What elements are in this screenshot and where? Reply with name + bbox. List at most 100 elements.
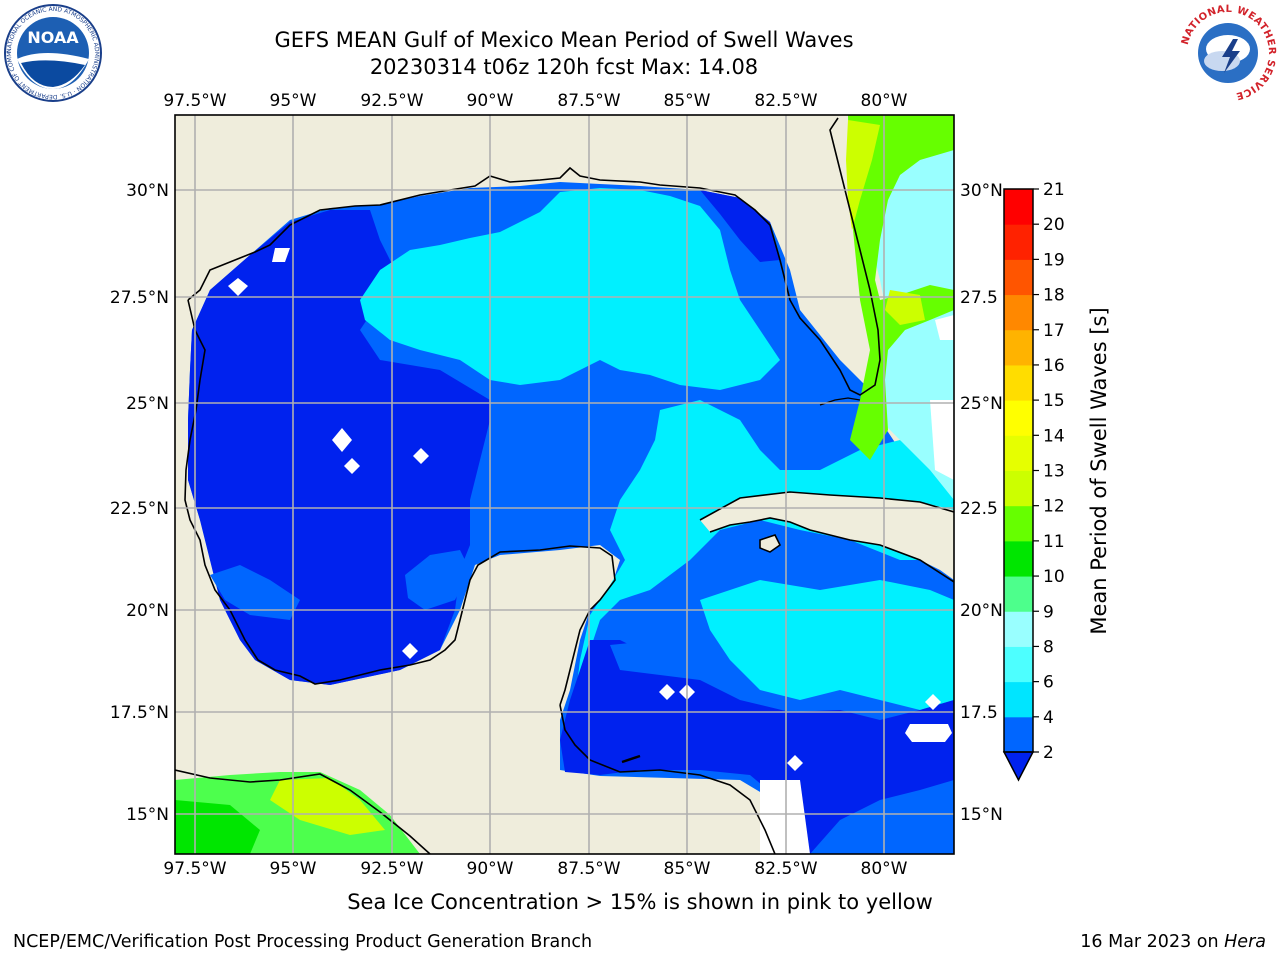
- colorbar-tick-label: 4: [1043, 708, 1054, 728]
- colorbar-bin: [1004, 716, 1033, 753]
- colorbar-tick-label: 2: [1043, 743, 1054, 763]
- cuba-land: [700, 492, 954, 580]
- lon-label-bottom: 87.5°W: [557, 859, 620, 879]
- lat-label-left: 27.5°N: [110, 288, 169, 308]
- colorbar-bin: [1004, 400, 1033, 436]
- lon-label-bottom: 97.5°W: [163, 859, 226, 879]
- lat-label-right: 30°N: [960, 181, 1003, 201]
- colorbar-bin: [1004, 681, 1033, 718]
- lat-label-left: 17.5°N: [110, 703, 169, 723]
- lon-label-bottom: 90°W: [467, 859, 514, 879]
- nodata-patch: [787, 755, 803, 771]
- colorbar-tick-label: 14: [1043, 426, 1065, 446]
- graticule: [175, 115, 954, 854]
- colorbar-tick-label: 18: [1043, 286, 1065, 306]
- swell-contour-12-14s-atlantic: [848, 115, 954, 460]
- colorbar-tick-label: 8: [1043, 637, 1054, 657]
- lon-label-bottom: 80°W: [861, 859, 908, 879]
- nodata-patch: [228, 278, 248, 296]
- lon-label-top: 95°W: [270, 91, 317, 111]
- colorbar-bin: [1004, 611, 1033, 647]
- colorbar-tick-label: 19: [1043, 250, 1065, 270]
- lon-label-top: 87.5°W: [557, 91, 620, 111]
- nodata-patch: [402, 643, 418, 659]
- lon-labels-top: 97.5°W 95°W 92.5°W 90°W 87.5°W 85°W 82.5…: [163, 91, 907, 111]
- colorbar-tick-label: 15: [1043, 391, 1065, 411]
- lat-label-right: 17.5: [960, 703, 998, 723]
- lon-label-top: 82.5°W: [754, 91, 817, 111]
- nodata-patch: [272, 248, 290, 262]
- colorbar-bin: [1004, 364, 1033, 401]
- noaa-logo-text: NOAA: [27, 28, 79, 47]
- lat-label-right: 15°N: [960, 805, 1003, 825]
- swell-contour-2-4s-west: [210, 565, 300, 620]
- swell-contour-4-6s-caribbean: [700, 580, 954, 710]
- nodata-patch: [925, 694, 941, 710]
- lat-label-left: 30°N: [126, 181, 169, 201]
- colorbar-tick-label: 9: [1043, 602, 1054, 622]
- map-frame: [174, 114, 955, 855]
- colorbar-tick-label: 13: [1043, 462, 1065, 482]
- coastlines: [175, 117, 954, 854]
- colorbar-label: Mean Period of Swell Waves [s]: [1087, 307, 1111, 634]
- nodata-patch: [760, 780, 810, 854]
- lat-label-right: 27.5: [960, 288, 998, 308]
- colorbar: 2 4 6 8 9 10 11 12 13 14 15 16 17 18 19 20 21: [1002, 180, 1065, 782]
- nodata-patch: [344, 458, 360, 474]
- lat-label-left: 22.5°N: [110, 499, 169, 519]
- swell-contour-12-14s-pacific: [270, 778, 385, 835]
- chart-subtitle: 20230314 t06z 120h fcst Max: 14.08: [369, 55, 759, 79]
- lat-labels-right: 30°N 27.5 25°N 22.5 20°N 17.5 15°N: [960, 181, 1003, 825]
- colorbar-bin: [1004, 435, 1033, 471]
- footer-date-text: 16 Mar 2023 on: [1080, 932, 1225, 952]
- colorbar-tick-label: 6: [1043, 673, 1054, 693]
- lon-label-top: 90°W: [467, 91, 514, 111]
- lon-label-top: 85°W: [664, 91, 711, 111]
- colorbar-tick-label: 16: [1043, 356, 1065, 376]
- colorbar-bin: [1004, 189, 1033, 225]
- colorbar-bin: [1004, 470, 1033, 507]
- lon-label-bottom: 95°W: [270, 859, 317, 879]
- colorbar-bin: [1004, 259, 1033, 296]
- lat-labels-left: 30°N 27.5°N 25°N 22.5°N 20°N 17.5°N 15°N: [110, 181, 169, 825]
- nodata-patch: [935, 315, 954, 340]
- colorbar-tick-label: 20: [1043, 215, 1065, 235]
- colorbar-tick-label: 12: [1043, 497, 1065, 517]
- swell-contour-4-6s-central: [360, 188, 780, 390]
- lon-label-bottom: 82.5°W: [754, 859, 817, 879]
- nodata-patch: [930, 400, 954, 480]
- footer-credit: NCEP/EMC/Verification Post Processing Pr…: [13, 932, 593, 952]
- swell-contour-2-4s-caribbean-inner: [610, 640, 720, 680]
- nodata-patch: [905, 724, 952, 742]
- colorbar-bin: [1004, 329, 1033, 366]
- colorbar-bin: [1004, 224, 1033, 260]
- lat-label-left: 25°N: [126, 394, 169, 414]
- colorbar-tick-label: 10: [1043, 567, 1065, 587]
- colorbar-bin: [1004, 540, 1033, 577]
- colorbar-bin: [1004, 576, 1033, 612]
- colorbar-bin: [1004, 646, 1033, 683]
- lon-labels-bottom: 97.5°W 95°W 92.5°W 90°W 87.5°W 85°W 82.5…: [163, 859, 907, 879]
- lat-label-right: 20°N: [960, 601, 1003, 621]
- lat-label-right: 22.5: [960, 499, 998, 519]
- colorbar-tick-label: 21: [1043, 180, 1065, 200]
- noaa-logo: NOAA NATIONAL OCEANIC AND ATMOSPHERIC AD…: [3, 3, 102, 102]
- lon-label-bottom: 92.5°W: [360, 859, 423, 879]
- lat-label-left: 20°N: [126, 601, 169, 621]
- nws-logo: NATIONAL WEATHER SERVICE: [1180, 4, 1277, 101]
- swell-contour-below-2s-caribbean: [560, 640, 954, 854]
- lat-label-right: 25°N: [960, 394, 1003, 414]
- lon-label-bottom: 85°W: [664, 859, 711, 879]
- lon-label-top: 92.5°W: [360, 91, 423, 111]
- swell-contour-2-4s-south: [405, 550, 470, 610]
- nodata-patch: [332, 428, 352, 452]
- nodata-patch: [413, 448, 429, 464]
- chart-title: GEFS MEAN Gulf of Mexico Mean Period of …: [274, 28, 854, 52]
- map-area: [175, 115, 954, 854]
- lon-label-top: 97.5°W: [163, 91, 226, 111]
- colorbar-tick-label: 11: [1043, 532, 1065, 552]
- swell-contour-13-14s-south: [885, 290, 925, 325]
- footer-date: 16 Mar 2023 on Hera: [1080, 932, 1266, 952]
- lon-label-top: 80°W: [861, 91, 908, 111]
